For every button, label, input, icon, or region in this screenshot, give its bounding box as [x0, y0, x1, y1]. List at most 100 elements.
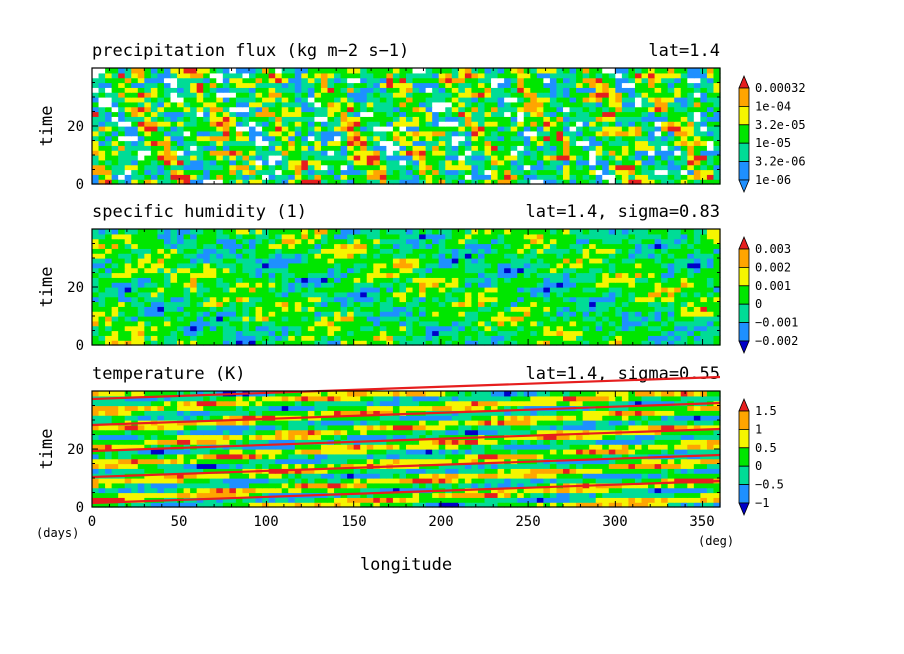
heatmap-cell	[543, 311, 551, 317]
heatmap-cell	[98, 258, 106, 264]
heatmap-cell	[327, 296, 335, 303]
heatmap-cell	[484, 116, 492, 122]
heatmap-cell	[484, 296, 492, 303]
heatmap-cell	[700, 92, 708, 98]
heatmap-cell	[373, 330, 381, 336]
heatmap-cell	[242, 262, 250, 269]
heatmap-cell	[183, 159, 191, 166]
heatmap-cell	[137, 272, 145, 278]
heatmap-cell	[654, 243, 662, 249]
heatmap-cell	[353, 253, 361, 259]
heatmap-cell	[360, 258, 368, 264]
heatmap-cell	[379, 272, 387, 278]
heatmap-cell	[661, 306, 669, 312]
heatmap-cell	[458, 229, 466, 235]
heatmap-cell	[504, 140, 512, 146]
heatmap-cell	[445, 272, 453, 278]
heatmap-cell	[268, 238, 276, 245]
heatmap-cell	[406, 101, 414, 108]
heatmap-cell	[497, 306, 505, 312]
heatmap-cell	[713, 68, 721, 74]
heatmap-cell	[648, 97, 656, 103]
heatmap-cell	[144, 502, 152, 508]
heatmap-cell	[543, 291, 551, 298]
heatmap-cell	[111, 287, 119, 293]
heatmap-cell	[549, 97, 558, 103]
heatmap-cell	[163, 282, 172, 288]
heatmap-cell	[347, 229, 355, 235]
heatmap-cell	[288, 87, 296, 93]
heatmap-cell	[307, 140, 316, 146]
heatmap-cell	[249, 296, 257, 303]
heatmap-cell	[464, 272, 473, 278]
heatmap-cell	[334, 497, 342, 503]
heatmap-cell	[222, 116, 230, 122]
heatmap-cell	[150, 169, 159, 175]
heatmap-cell	[235, 68, 244, 74]
heatmap-cell	[98, 296, 106, 303]
heatmap-cell	[445, 291, 453, 298]
heatmap-cell	[582, 335, 590, 341]
heatmap-cell	[340, 77, 348, 84]
heatmap-cell	[366, 72, 374, 79]
heatmap-cell	[190, 155, 198, 161]
heatmap-cell	[379, 267, 387, 274]
heatmap-cell	[373, 238, 381, 245]
heatmap-cell	[196, 262, 204, 269]
heatmap-cell	[249, 277, 257, 283]
heatmap-cell	[432, 291, 440, 298]
heatmap-cell	[216, 340, 224, 346]
heatmap-cell	[687, 87, 695, 93]
heatmap-cell	[98, 92, 106, 98]
heatmap-cell	[92, 159, 100, 166]
heatmap-cell	[608, 291, 616, 298]
heatmap-cell	[419, 150, 427, 156]
heatmap-cell	[170, 87, 178, 93]
heatmap-cell	[301, 282, 309, 288]
heatmap-cell	[268, 330, 276, 336]
heatmap-cell	[163, 159, 172, 166]
heatmap-cell	[504, 277, 512, 283]
heatmap-cell	[464, 145, 473, 151]
heatmap-cell	[595, 248, 603, 254]
heatmap-cell	[392, 229, 401, 235]
heatmap-cell	[131, 229, 139, 235]
heatmap-cell	[379, 72, 387, 79]
heatmap-cell	[569, 340, 577, 346]
heatmap-cell	[536, 174, 544, 180]
heatmap-cell	[262, 497, 270, 503]
heatmap-cell	[628, 111, 636, 117]
heatmap-cell	[379, 502, 387, 508]
heatmap-cell	[451, 272, 459, 278]
heatmap-cell	[451, 502, 459, 508]
heatmap-cell	[510, 287, 518, 293]
heatmap-cell	[157, 145, 165, 151]
heatmap-cell	[504, 116, 512, 122]
heatmap-cell	[674, 282, 682, 288]
heatmap-cell	[190, 296, 198, 303]
heatmap-cell	[137, 82, 145, 88]
heatmap-cell	[438, 311, 446, 317]
heatmap-cell	[412, 253, 420, 259]
heatmap-cell	[353, 267, 361, 274]
heatmap-cell	[700, 291, 708, 298]
heatmap-cell	[177, 92, 185, 98]
heatmap-cell	[294, 174, 302, 180]
heatmap-cell	[713, 179, 721, 185]
heatmap-cell	[255, 233, 263, 240]
heatmap-cell	[196, 68, 204, 74]
heatmap-cell	[419, 502, 427, 508]
heatmap-cell	[451, 248, 459, 254]
heatmap-cell	[569, 229, 577, 235]
heatmap-cell	[288, 92, 296, 98]
heatmap-cell	[301, 291, 309, 298]
heatmap-cell	[177, 126, 185, 132]
heatmap-cell	[549, 287, 558, 293]
heatmap-cell	[307, 340, 316, 346]
heatmap-cell	[406, 159, 414, 166]
heatmap-cell	[190, 126, 198, 132]
heatmap-cell	[530, 316, 538, 322]
heatmap-cell	[281, 253, 289, 259]
heatmap-cell	[432, 497, 440, 503]
heatmap-cell	[713, 330, 721, 336]
